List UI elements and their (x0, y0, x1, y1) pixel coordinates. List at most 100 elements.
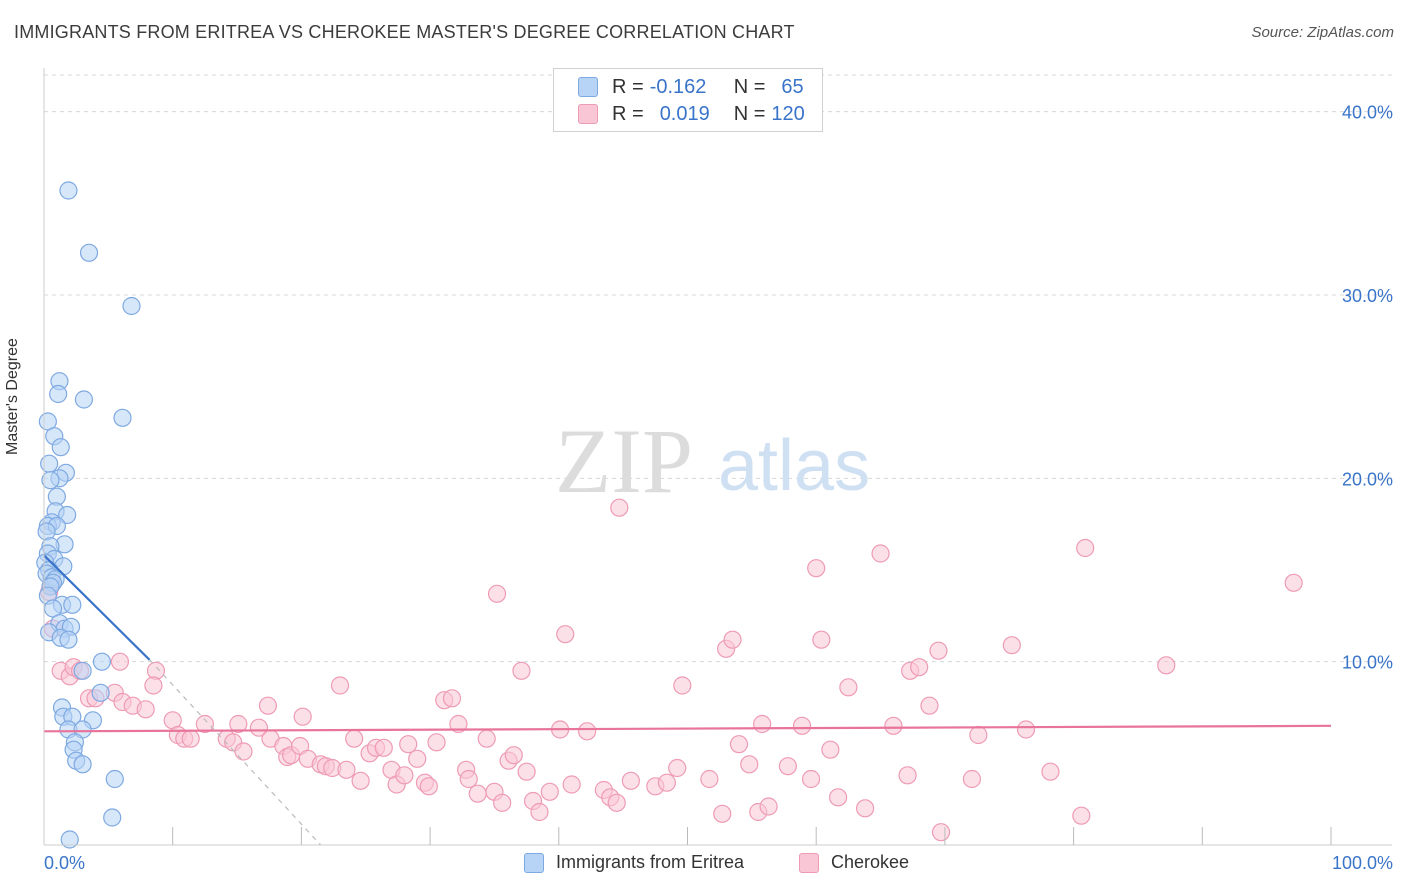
data-point (493, 793, 512, 812)
data-point (73, 661, 92, 680)
data-point (578, 722, 597, 741)
y-tick-label: 30.0% (1342, 286, 1393, 306)
y-tick-label: 20.0% (1342, 469, 1393, 489)
data-point (293, 707, 312, 726)
data-point (540, 782, 559, 801)
data-point (504, 746, 523, 765)
correlation-legend: R = -0.162 N = 65 R = 0.019 N = 120 (553, 68, 823, 132)
bottom-legend-swatch-eritrea (524, 852, 544, 873)
bottom-legend-eritrea: Immigrants from Eritrea (524, 852, 744, 873)
data-point (740, 755, 759, 774)
data-point (40, 454, 59, 473)
data-point (1157, 656, 1176, 675)
legend-r-value: 0.019 (659, 102, 710, 125)
watermark-zip: ZIP (555, 410, 693, 512)
data-point (1284, 573, 1303, 592)
legend-row-cherokee: R = 0.019 N = 120 (578, 102, 805, 126)
data-point (63, 595, 82, 614)
data-point (91, 683, 110, 702)
bottom-legend-label-cherokee: Cherokee (831, 852, 910, 872)
data-point (468, 784, 487, 803)
data-point (337, 760, 356, 779)
data-point (1016, 720, 1036, 739)
x-tick-label: 100.0% (1332, 853, 1393, 873)
data-point (258, 696, 278, 715)
data-point (856, 799, 875, 818)
data-point (79, 243, 99, 262)
data-point (729, 735, 749, 754)
data-point (136, 700, 155, 719)
legend-r-label: R = (612, 75, 644, 98)
data-point (1002, 636, 1021, 655)
legend-swatch-cherokee (578, 104, 598, 124)
data-point (249, 718, 269, 737)
data-point (657, 773, 677, 792)
bottom-legend-swatch-cherokee (799, 852, 819, 873)
data-point (1076, 538, 1095, 558)
data-point (73, 755, 92, 774)
trend-line-cherokee (43, 724, 1332, 733)
data-point (792, 716, 812, 735)
data-point (49, 384, 68, 404)
data-point (351, 771, 370, 790)
data-point (759, 797, 778, 816)
data-point (673, 676, 692, 695)
data-point (801, 769, 821, 789)
data-point (59, 630, 78, 649)
data-point (778, 757, 797, 776)
data-point (910, 658, 929, 677)
data-point (1041, 762, 1060, 781)
data-point (345, 729, 364, 748)
data-point (374, 738, 393, 757)
chart-title: IMMIGRANTS FROM ERITREA VS CHEROKEE MAST… (14, 22, 795, 42)
data-point (1072, 806, 1091, 825)
data-point (399, 735, 418, 754)
data-point (517, 762, 536, 781)
data-point (113, 408, 132, 427)
data-point (408, 749, 427, 768)
data-point (459, 769, 478, 789)
data-point (449, 714, 468, 734)
data-point (74, 390, 93, 409)
chart-source: Source: ZipAtlas.com (1251, 24, 1394, 41)
data-point (51, 438, 70, 457)
data-point (621, 771, 640, 790)
data-point (607, 793, 626, 812)
data-point (556, 625, 575, 644)
data-point (395, 766, 414, 785)
data-point (812, 630, 831, 649)
legend-swatch-eritrea (578, 77, 598, 97)
data-point (487, 584, 507, 603)
legend-n-label: N = (733, 75, 766, 98)
data-point (920, 696, 939, 715)
data-point (427, 733, 446, 752)
trend-line-eritrea (43, 554, 151, 661)
legend-row-eritrea: R = -0.162 N = 65 (578, 75, 804, 99)
data-point (929, 641, 948, 660)
data-point (884, 716, 903, 735)
legend-n-value: 65 (781, 75, 804, 98)
data-point (931, 823, 951, 842)
data-point (419, 777, 438, 796)
data-point (668, 758, 687, 778)
data-point (828, 788, 848, 807)
data-point (110, 652, 130, 671)
bottom-legend-label-eritrea: Immigrants from Eritrea (556, 852, 745, 872)
data-point (41, 471, 60, 490)
data-point (92, 652, 112, 671)
data-point (713, 804, 732, 823)
data-point (562, 775, 581, 794)
legend-r-label: R = (612, 102, 644, 125)
data-point (871, 544, 890, 563)
data-point (59, 181, 78, 200)
data-point (103, 808, 122, 827)
data-point (229, 714, 248, 734)
data-point (753, 714, 772, 734)
data-point (962, 769, 982, 789)
data-point (898, 766, 917, 785)
data-point (512, 661, 531, 680)
data-point (330, 676, 350, 695)
data-point (234, 742, 253, 761)
data-point (807, 559, 826, 578)
data-point (60, 830, 79, 849)
